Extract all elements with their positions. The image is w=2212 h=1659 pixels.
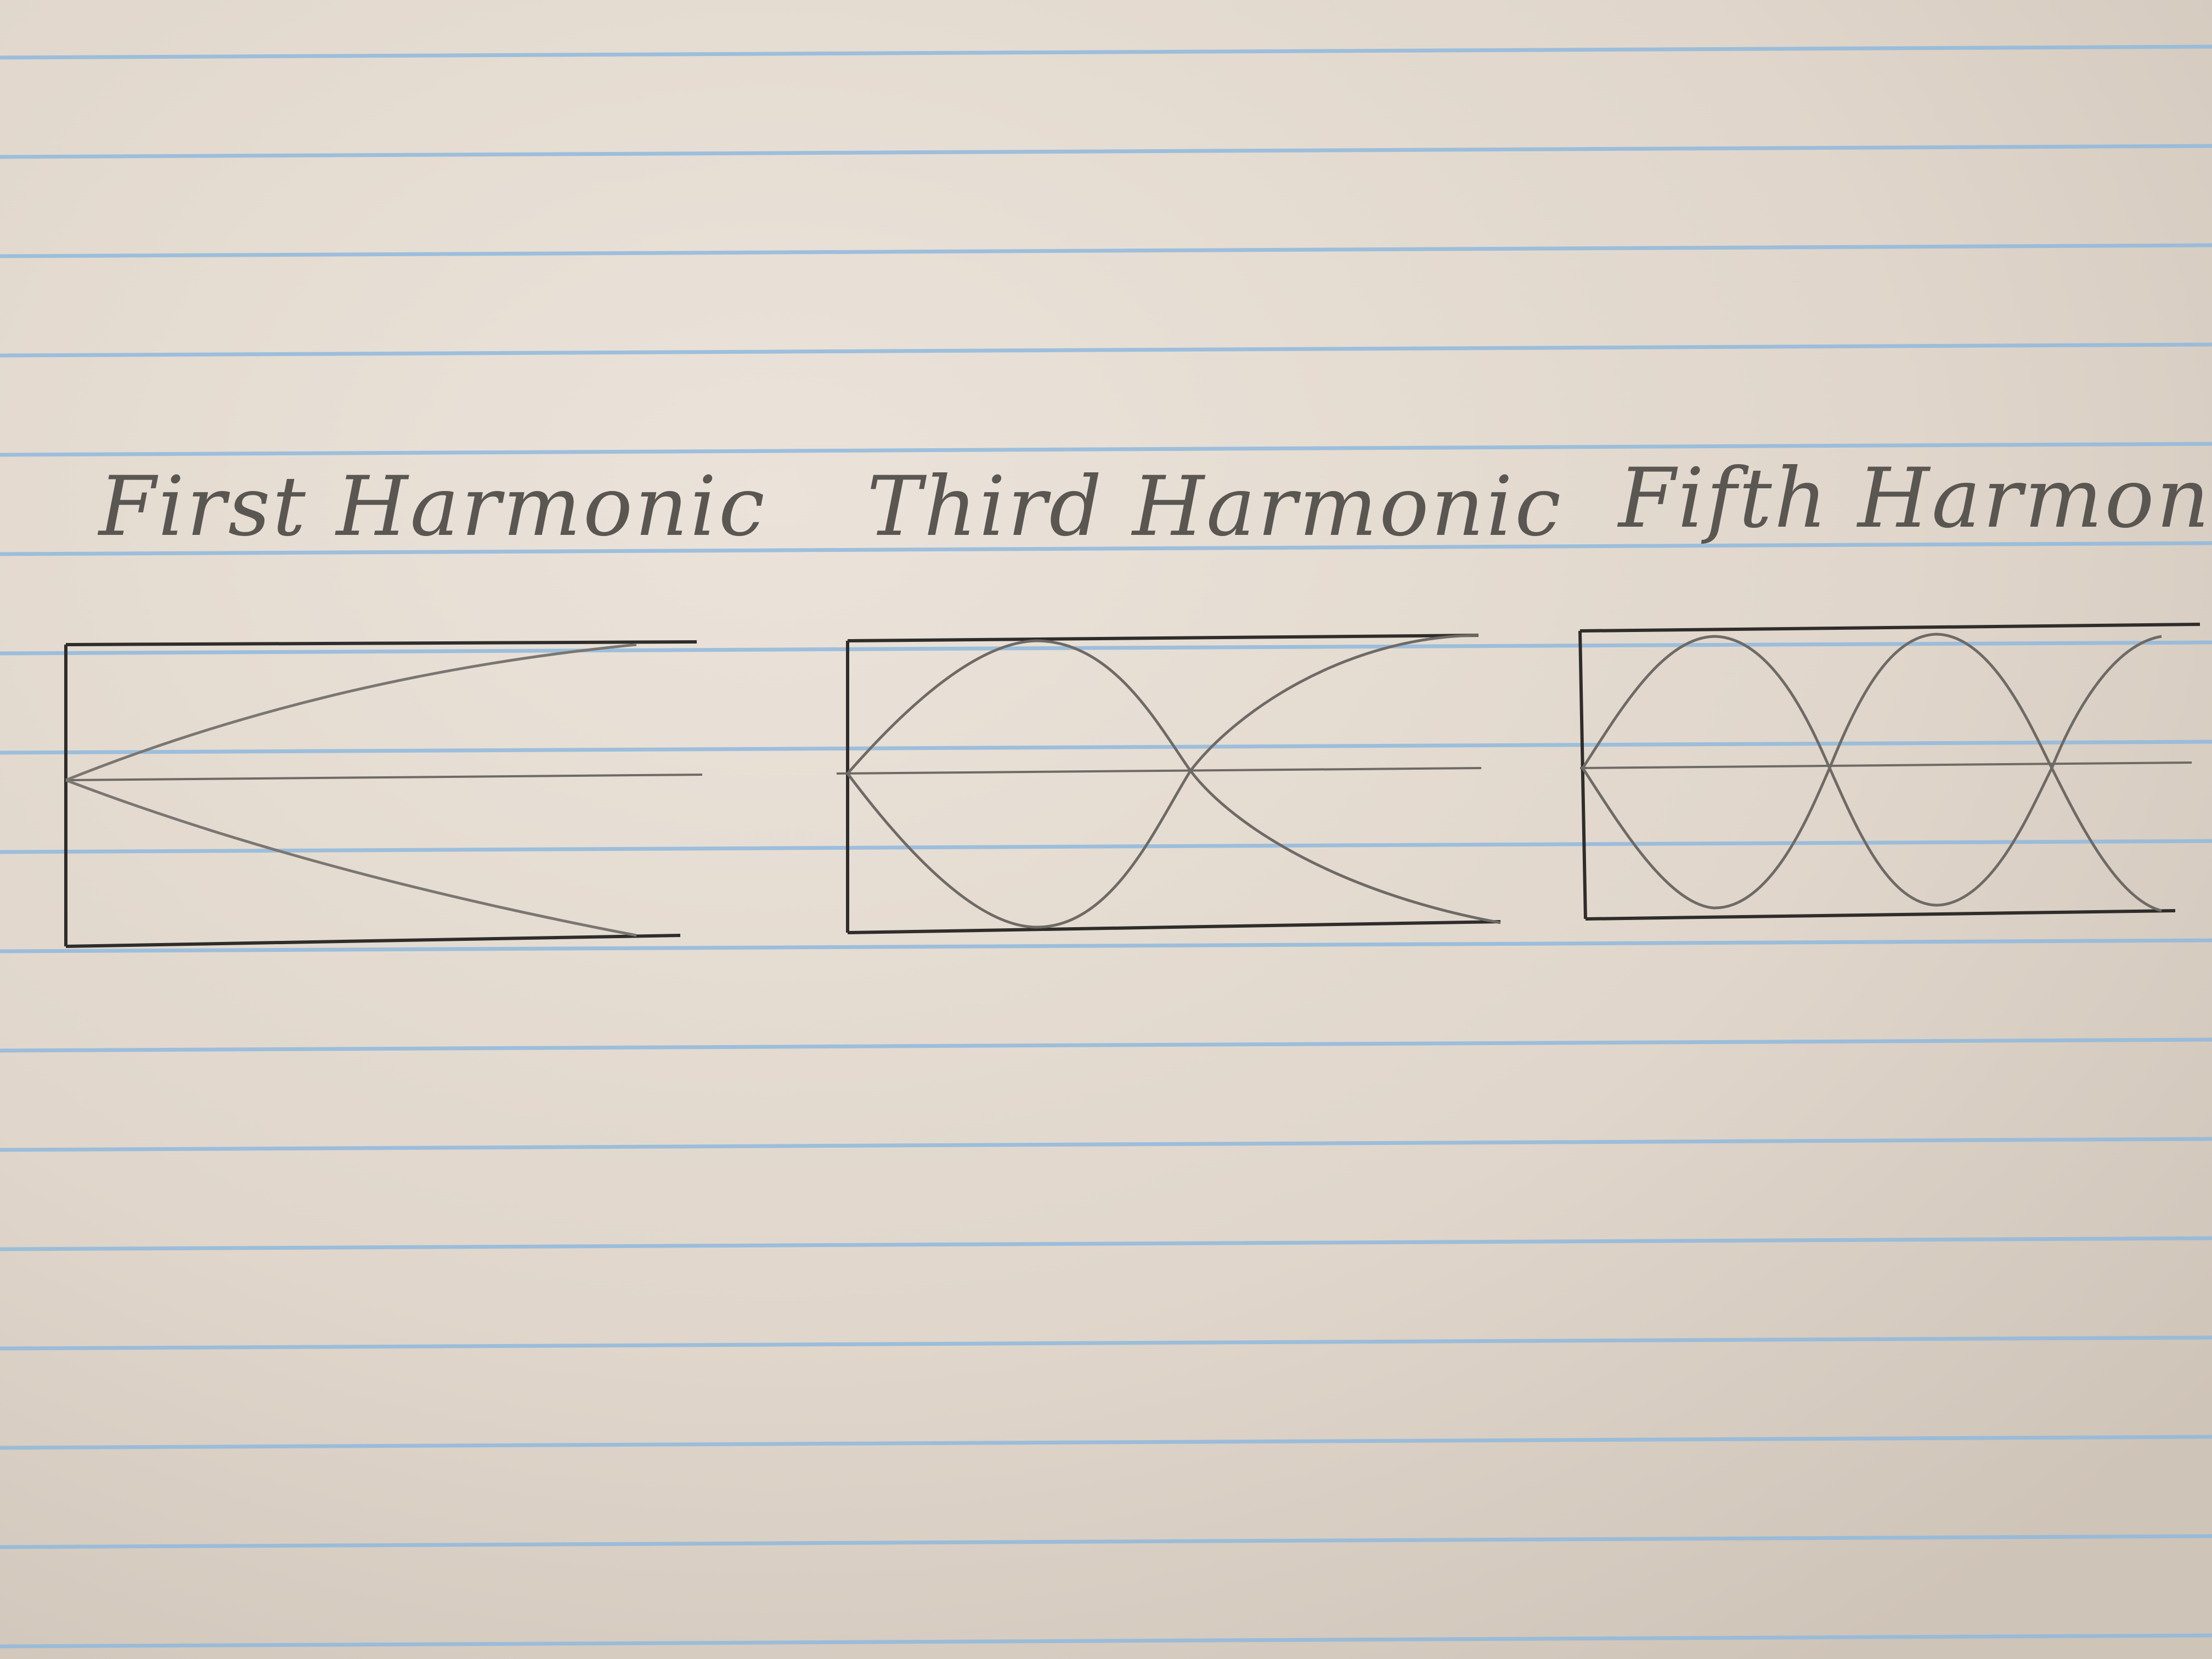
rule-line — [0, 1236, 2212, 1251]
rule-line — [0, 342, 2212, 358]
panel-fifth-harmonic — [1578, 623, 2200, 921]
box-top-line — [847, 634, 1479, 642]
rule-line — [0, 144, 2212, 159]
label-fifth-harmonic: Fifth Harmonic — [1617, 451, 2212, 546]
rule-line — [0, 1137, 2212, 1152]
rule-line — [0, 1633, 2212, 1649]
axis-line — [836, 767, 1482, 775]
wave-upper — [847, 634, 1479, 775]
box-left-line — [1578, 630, 1587, 919]
wave-lower — [65, 778, 637, 937]
box-bottom-line — [1585, 909, 2176, 921]
panel-third-harmonic — [836, 634, 1501, 934]
wave-upper — [65, 643, 637, 782]
label-first-harmonic: First Harmonic — [97, 459, 767, 555]
label-third-harmonic: Third Harmonic — [867, 459, 1563, 555]
rule-line — [0, 1534, 2212, 1549]
box-bottom-line — [65, 934, 681, 948]
rule-line — [0, 1335, 2212, 1351]
wave-upper — [1581, 633, 2162, 772]
rule-line — [0, 442, 2212, 457]
axis-line — [65, 774, 703, 781]
rule-line — [0, 1435, 2212, 1450]
wave-lower — [847, 768, 1501, 929]
rule-line — [0, 938, 2212, 953]
rule-line — [0, 1037, 2212, 1053]
axis-line — [1579, 761, 2192, 769]
rule-line — [0, 44, 2212, 60]
panel-first-harmonic — [64, 640, 703, 948]
wave-lower — [1581, 764, 2162, 912]
rule-line — [0, 640, 2212, 656]
ruled-lines — [0, 44, 2212, 1649]
box-top-line — [65, 640, 697, 646]
rule-line — [0, 541, 2212, 556]
box-bottom-line — [847, 920, 1501, 934]
rule-line — [0, 243, 2212, 258]
box-top-line — [1579, 623, 2200, 633]
rule-line — [0, 740, 2212, 755]
